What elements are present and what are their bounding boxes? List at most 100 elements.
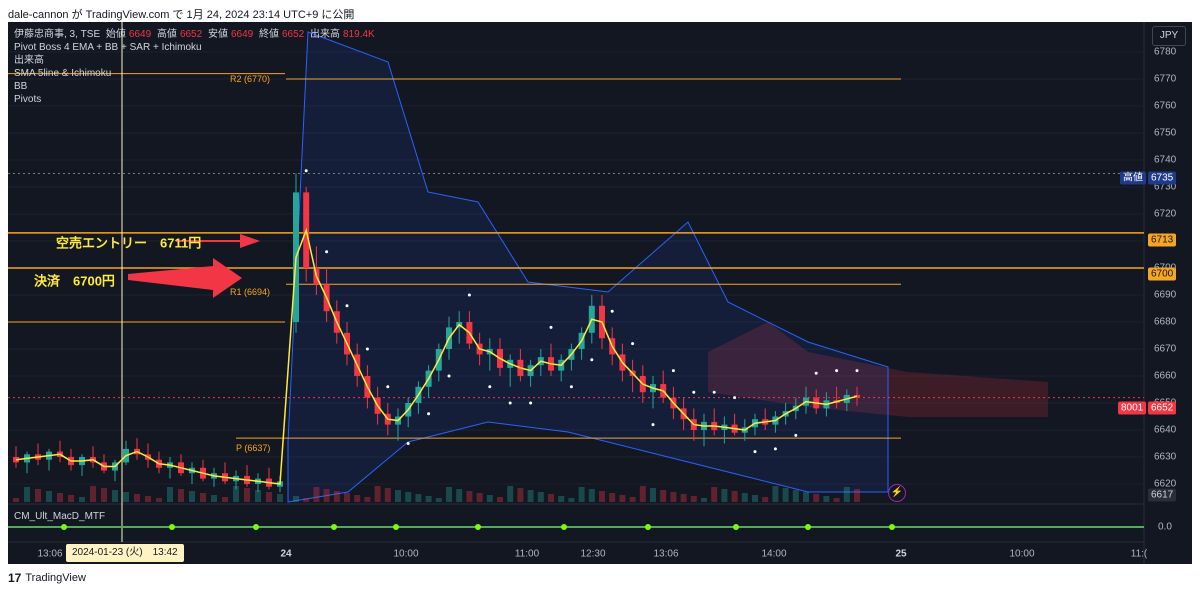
macd-cross-dot (475, 524, 481, 530)
exit-annotation: 決済 6700円 (34, 273, 115, 289)
time-tick: 11:00 (514, 548, 540, 560)
time-tick: 11:( (1130, 548, 1148, 560)
volume-bar (670, 492, 677, 502)
volume-bar (537, 492, 544, 502)
low-label: 安値 (207, 29, 228, 40)
price-tick: 6780 (1154, 46, 1177, 58)
macd-cross-dot (805, 524, 811, 530)
volume-bar (843, 487, 850, 502)
pivot-r1-label: R1 (6694) (230, 287, 271, 297)
macd-indicator-label[interactable]: CM_Ult_MacD_MTF (14, 511, 106, 522)
sar-dot (814, 371, 818, 375)
symbol-name[interactable]: 伊藤忠商事, 3, TSE (14, 29, 101, 40)
volume-bar (395, 490, 401, 502)
high-price-label: 高値 (1120, 171, 1146, 185)
sar-dot (692, 390, 696, 394)
price-tick: 6770 (1154, 73, 1177, 85)
arrow-icon (128, 258, 242, 298)
sar-dot (835, 369, 839, 373)
sar-dot (508, 401, 512, 405)
low-value: 6649 (230, 29, 254, 40)
sar-dot (447, 374, 451, 378)
volume-bar (762, 497, 769, 502)
sar-dot (406, 442, 410, 445)
volume-bar (578, 487, 585, 502)
macd-cross-dot (733, 524, 739, 530)
indicator-pivots[interactable]: Pivots (14, 94, 42, 105)
volume-bar (134, 494, 140, 502)
volume-bar (660, 490, 667, 502)
price-tick: 6680 (1154, 316, 1177, 328)
high-price-tag: 6735 (1148, 171, 1177, 185)
ema-line (15, 227, 858, 485)
price-tick: 6720 (1154, 208, 1177, 220)
volume-bar (101, 488, 107, 502)
price-tick: 6640 (1154, 424, 1177, 436)
price-tick: 6730 (1154, 181, 1177, 193)
lightning-icon[interactable]: ⚡ (888, 484, 906, 502)
sar-dot (610, 309, 614, 313)
volume-bar (435, 498, 442, 502)
indicator-sma[interactable]: SMA 5line & Ichimoku (14, 68, 112, 79)
volume-bar (711, 487, 718, 502)
indicator-bb[interactable]: BB (14, 81, 28, 92)
macd-cross-dot (561, 524, 567, 530)
pivot-p-label: P (6637) (236, 443, 271, 453)
volume-bar (57, 493, 63, 502)
volume-bar (568, 498, 575, 502)
volume-label: 出来高 (310, 29, 341, 40)
volume-bar (211, 495, 217, 502)
chart-area[interactable]: 伊藤忠商事, 3, TSE 始値 6649 高値 6652 安値 6649 終値 665… (8, 22, 1192, 564)
price-chart[interactable] (8, 22, 1192, 564)
time-tick: 10:00 (1009, 548, 1035, 560)
close-label: 終値 (259, 29, 279, 40)
sar-dot (345, 304, 349, 308)
currency-button[interactable]: JPY (1152, 26, 1186, 46)
volume-bar (222, 497, 228, 502)
volume-bar (690, 496, 697, 502)
volume-bar (558, 496, 565, 502)
volume-bar (813, 494, 820, 502)
volume-bar (364, 497, 371, 502)
price-tick: 6760 (1154, 100, 1177, 112)
macd-cross-dot (645, 524, 651, 530)
volume-bar (701, 498, 707, 502)
volume-bar (425, 496, 432, 502)
volume-bar (333, 491, 340, 502)
volume-bar (46, 491, 52, 502)
time-tick: 12:30 (580, 548, 606, 560)
volume-bar (731, 491, 738, 502)
volume-tag: 8001 (1118, 401, 1147, 415)
open-value: 6649 (128, 29, 152, 40)
volume-bar (167, 487, 173, 502)
volume-bar (233, 486, 239, 502)
volume-bar (68, 495, 74, 502)
volume-bar (588, 489, 595, 502)
volume-bar (486, 495, 493, 502)
volume-bar (293, 496, 299, 502)
volume-bar (792, 490, 799, 502)
sar-dot (651, 423, 655, 427)
sar-dot (488, 385, 492, 389)
high-label: 高値 (156, 29, 177, 40)
macd-zero-tick: 0.0 (1158, 521, 1172, 533)
indicator-volume[interactable]: 出来高 (14, 55, 44, 66)
volume-bar (782, 488, 789, 502)
sar-dot (569, 385, 573, 389)
volume-bar (609, 493, 616, 502)
sar-dot (753, 450, 757, 454)
price-tick: 6630 (1154, 451, 1177, 463)
volume-bar (244, 488, 250, 502)
sar-dot (325, 250, 329, 254)
volume-bar (384, 488, 391, 502)
price-tick: 6740 (1154, 154, 1177, 166)
high-value: 6652 (179, 29, 203, 40)
sar-dot (712, 390, 716, 394)
sar-dot (794, 433, 798, 437)
price-tick: 6690 (1154, 289, 1177, 301)
volume-bar (466, 491, 473, 502)
publish-header: dale-cannon が TradingView.com で 1月 24, 2… (8, 9, 355, 21)
volume-bar (156, 498, 162, 502)
time-tick: 24 (280, 548, 292, 560)
indicator-ema-bb-sar[interactable]: Pivot Boss 4 EMA + BB + SAR + Ichimoku (14, 42, 202, 53)
